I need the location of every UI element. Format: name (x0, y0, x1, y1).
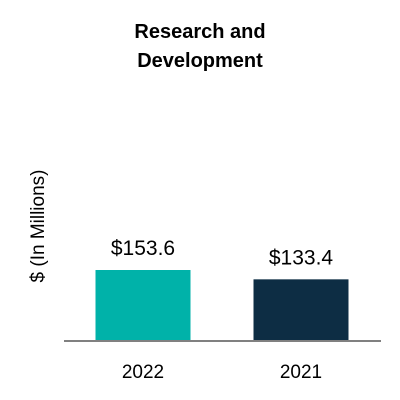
x-tick-label-2022: 2022 (122, 362, 164, 383)
x-tick-labels: 2022 2021 (122, 362, 322, 383)
y-axis-label: $ (In Millions) (28, 170, 49, 283)
chart-title-line-2: Development (137, 50, 263, 72)
bars (95, 270, 349, 341)
data-label-2021: $133.4 (269, 246, 334, 269)
data-labels: $153.6 $133.4 (111, 237, 334, 269)
bar-2022 (95, 270, 191, 341)
data-label-2022: $153.6 (111, 237, 175, 260)
x-tick-label-2021: 2021 (280, 362, 322, 383)
chart-title: Research and Development (134, 21, 265, 72)
chart-title-line-1: Research and (134, 21, 265, 43)
bar-2021 (253, 279, 349, 341)
